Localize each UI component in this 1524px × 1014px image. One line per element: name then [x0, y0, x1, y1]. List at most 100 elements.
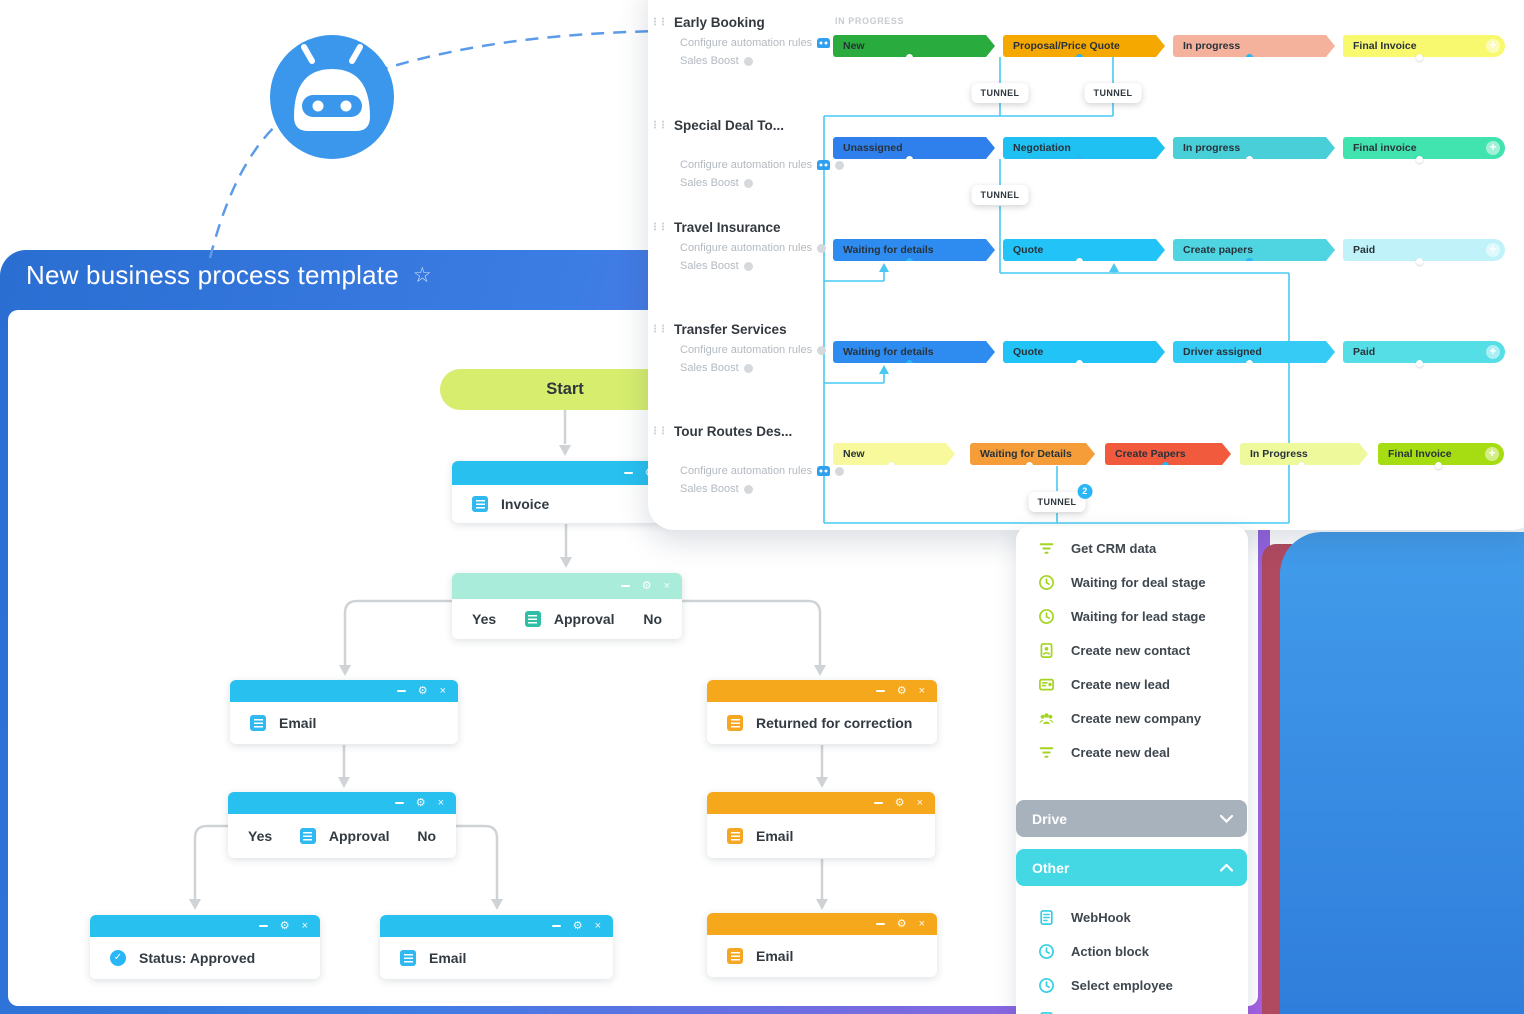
minimize-icon[interactable]	[875, 690, 885, 692]
minimize-icon[interactable]	[394, 802, 404, 804]
sidebar-item-partial[interactable]	[1038, 1008, 1238, 1014]
configure-automation-rules-link[interactable]: Configure automation rules	[680, 242, 827, 254]
sidebar-item-webhook[interactable]: WebHook	[1038, 906, 1238, 928]
email-node-3[interactable]: ⚙ × Email	[380, 915, 613, 979]
sidebar-item-waiting-for-deal-stage[interactable]: Waiting for deal stage	[1038, 571, 1238, 593]
configure-automation-rules-link[interactable]: Configure automation rules	[680, 465, 845, 477]
stage-chip[interactable]: Quote	[1003, 341, 1165, 363]
sidebar-item-create-new-lead[interactable]: Create new lead	[1038, 673, 1238, 695]
drag-handle-icon[interactable]: ⋮⋮	[650, 17, 668, 28]
stage-chip[interactable]: Driver assigned	[1173, 341, 1335, 363]
close-icon[interactable]: ×	[594, 919, 601, 932]
stage-chip[interactable]: Final invoice +	[1343, 137, 1505, 163]
minimize-icon[interactable]	[258, 925, 268, 927]
close-icon[interactable]: ×	[663, 579, 670, 592]
tunnel-badge[interactable]: TUNNEL	[971, 83, 1029, 103]
sales-boost-link[interactable]: Sales Boost	[680, 483, 753, 495]
status-approved-node[interactable]: ⚙ × ✓ Status: Approved	[90, 915, 320, 979]
stage-chip[interactable]: Waiting for details	[833, 341, 995, 363]
sidebar-item-create-new-contact[interactable]: Create new contact	[1038, 639, 1238, 661]
stage-chip[interactable]: Paid +	[1343, 341, 1505, 367]
configure-automation-rules-link[interactable]: Configure automation rules	[680, 159, 845, 171]
stage-chip[interactable]: Quote	[1003, 239, 1165, 261]
invoice-node[interactable]: ⚙ × Invoice	[452, 461, 685, 523]
settings-gear-icon[interactable]: ⚙	[279, 919, 290, 932]
minimize-icon[interactable]	[873, 802, 883, 804]
email-node-1[interactable]: ⚙ × Email	[230, 680, 458, 744]
settings-gear-icon[interactable]: ⚙	[417, 684, 428, 697]
close-icon[interactable]: ×	[439, 684, 446, 697]
stage-chip[interactable]: Waiting for Details	[970, 443, 1095, 465]
approval-node-2[interactable]: ⚙ × Yes Approval No	[228, 792, 456, 858]
drag-handle-icon[interactable]: ⋮⋮	[650, 222, 668, 233]
drag-handle-icon[interactable]: ⋮⋮	[650, 324, 668, 335]
stage-chip[interactable]: Unassigned	[833, 137, 995, 159]
no-branch-label[interactable]: No	[417, 828, 436, 844]
stage-chip[interactable]: Negotiation	[1003, 137, 1165, 159]
sales-boost-link[interactable]: Sales Boost	[680, 55, 753, 67]
settings-gear-icon[interactable]: ⚙	[894, 796, 905, 809]
close-icon[interactable]: ×	[918, 917, 925, 930]
close-icon[interactable]: ×	[301, 919, 308, 932]
stage-chip[interactable]: Waiting for details	[833, 239, 995, 261]
sales-boost-link[interactable]: Sales Boost	[680, 260, 753, 272]
settings-gear-icon[interactable]: ⚙	[896, 684, 907, 697]
stage-chip[interactable]: Final Invoice +	[1343, 35, 1505, 61]
sidebar-item-waiting-for-lead-stage[interactable]: Waiting for lead stage	[1038, 605, 1238, 627]
configure-automation-rules-link[interactable]: Configure automation rules	[680, 344, 827, 356]
sidebar-item-create-new-company[interactable]: Create new company	[1038, 707, 1238, 729]
sales-boost-link[interactable]: Sales Boost	[680, 177, 753, 189]
email-node-4[interactable]: ⚙ × Email	[707, 913, 937, 977]
stage-chip[interactable]: In progress	[1173, 35, 1335, 57]
stage-chip[interactable]: Create papers	[1173, 239, 1335, 261]
sidebar-item-get-crm-data[interactable]: Get CRM data	[1038, 537, 1238, 559]
document-icon	[1040, 909, 1053, 925]
approval-node-1[interactable]: ⚙ × Yes Approval No	[452, 573, 682, 639]
yes-branch-label[interactable]: Yes	[248, 828, 273, 844]
in-progress-status-label: IN PROGRESS	[835, 16, 905, 26]
stage-chip[interactable]: Proposal/Price Quote	[1003, 35, 1165, 57]
settings-gear-icon[interactable]: ⚙	[572, 919, 583, 932]
drag-handle-icon[interactable]: ⋮⋮	[650, 426, 668, 437]
stage-chip[interactable]: In Progress	[1240, 443, 1368, 465]
minimize-icon[interactable]	[875, 923, 885, 925]
no-branch-label[interactable]: No	[643, 611, 662, 627]
close-icon[interactable]: ×	[437, 796, 444, 809]
add-stage-icon[interactable]: +	[1486, 39, 1500, 53]
sidebar-item-create-new-deal[interactable]: Create new deal	[1038, 741, 1238, 763]
yes-branch-label[interactable]: Yes	[472, 611, 497, 627]
stage-chip[interactable]: New	[833, 35, 995, 57]
other-section-header[interactable]: Other	[1016, 849, 1247, 886]
drive-section-header[interactable]: Drive	[1016, 800, 1247, 837]
close-icon[interactable]: ×	[916, 796, 923, 809]
stage-chip[interactable]: Final Invoice +	[1378, 443, 1504, 469]
add-stage-icon[interactable]: +	[1486, 243, 1500, 257]
stage-chip[interactable]: Create Papers	[1105, 443, 1231, 465]
returned-for-correction-node[interactable]: ⚙ × Returned for correction	[707, 680, 937, 744]
stage-chip[interactable]: In progress	[1173, 137, 1335, 159]
minimize-icon[interactable]	[551, 925, 561, 927]
tunnel-badge[interactable]: TUNNEL	[1084, 83, 1142, 103]
add-stage-icon[interactable]: +	[1486, 141, 1500, 155]
sidebar-item-select-employee[interactable]: Select employee	[1038, 974, 1238, 996]
minimize-icon[interactable]	[623, 472, 633, 474]
tunnel-badge[interactable]: TUNNEL 2	[1028, 484, 1093, 512]
settings-gear-icon[interactable]: ⚙	[415, 796, 426, 809]
sales-boost-link[interactable]: Sales Boost	[680, 362, 753, 374]
minimize-icon[interactable]	[620, 585, 630, 587]
drag-handle-icon[interactable]: ⋮⋮	[650, 120, 668, 131]
add-stage-icon[interactable]: +	[1485, 447, 1499, 461]
stage-chip[interactable]: New	[833, 443, 955, 465]
favorite-star-icon[interactable]: ☆	[412, 264, 432, 287]
settings-gear-icon[interactable]: ⚙	[641, 579, 652, 592]
settings-gear-icon[interactable]: ⚙	[896, 917, 907, 930]
email-node-2[interactable]: ⚙ × Email	[707, 792, 935, 858]
sidebar-item-action-block[interactable]: Action block	[1038, 940, 1238, 962]
tunnel-badge[interactable]: TUNNEL	[971, 185, 1029, 205]
configure-automation-rules-link[interactable]: Configure automation rules	[680, 37, 845, 49]
stage-chip[interactable]: Paid +	[1343, 239, 1505, 265]
add-stage-icon[interactable]: +	[1486, 345, 1500, 359]
close-icon[interactable]: ×	[918, 684, 925, 697]
minimize-icon[interactable]	[396, 690, 406, 692]
